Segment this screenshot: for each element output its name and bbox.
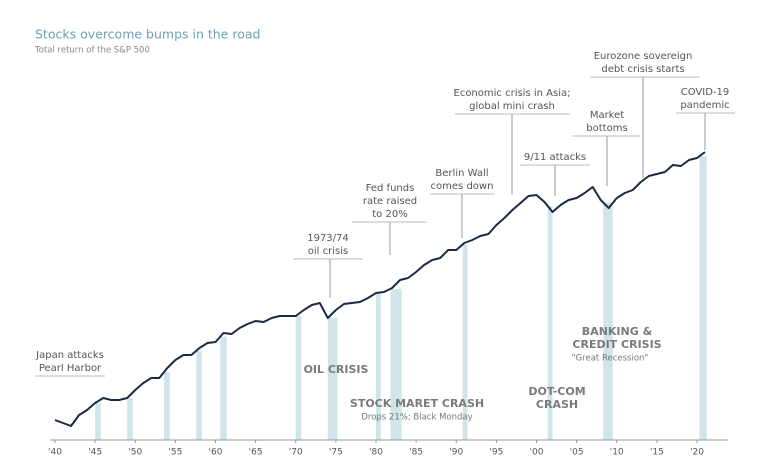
annotation-text: Fed funds (366, 183, 415, 194)
x-tick-label: '60 (209, 448, 223, 458)
x-tick-label: '40 (48, 448, 62, 458)
highlight-band (95, 403, 101, 440)
annotation-text: 1973/74 (307, 233, 349, 244)
chart-title: Stocks overcome bumps in the road (35, 27, 260, 42)
annotation-text: COVID-19 (681, 87, 730, 98)
highlight-band (390, 288, 402, 440)
annotation-text: Economic crisis in Asia; (454, 88, 571, 99)
highlight-band (164, 372, 170, 440)
annotation-text: Market (590, 110, 624, 121)
annotation-text: Japan attacks (35, 350, 104, 361)
x-tick-label: '00 (530, 448, 544, 458)
highlight-band (547, 206, 553, 440)
x-tick-label: '75 (329, 448, 343, 458)
event-label: CRASH (536, 398, 578, 411)
annotation-text: to 20% (372, 209, 407, 220)
annotation-text: global mini crash (469, 101, 555, 112)
annotation-text: comes down (431, 181, 494, 192)
x-tick-label: '55 (168, 448, 182, 458)
x-tick-label: '50 (128, 448, 142, 458)
annotation-text: 9/11 attacks (524, 152, 586, 163)
x-tick-label: '10 (610, 448, 624, 458)
annotation-text: debt crisis starts (601, 64, 684, 75)
x-tick-label: '90 (449, 448, 463, 458)
x-tick-label: '85 (409, 448, 423, 458)
highlight-band (327, 318, 338, 440)
annotation-text: bottoms (586, 123, 627, 134)
x-tick-label: '70 (289, 448, 303, 458)
event-label: BANKING & (582, 325, 653, 338)
x-tick-label: '80 (369, 448, 383, 458)
highlight-band (699, 156, 707, 440)
event-note: "Great Recession" (572, 354, 649, 364)
chart-subtitle: Total return of the S&P 500 (34, 46, 150, 56)
event-label: STOCK MARET CRASH (350, 397, 484, 410)
highlight-band (295, 316, 302, 440)
annotation-text: oil crisis (308, 246, 348, 257)
event-label: OIL CRISIS (304, 363, 369, 376)
annotation-text: Berlin Wall (435, 168, 488, 179)
highlight-band (603, 202, 613, 440)
series-line (54, 151, 706, 427)
x-tick-label: '20 (690, 448, 704, 458)
highlight-band (462, 244, 468, 440)
x-tick-label: '45 (88, 448, 102, 458)
highlight-band (376, 293, 381, 440)
annotation-text: Pearl Harbor (39, 363, 102, 374)
event-label: DOT-COM (528, 385, 585, 398)
x-tick-label: '65 (249, 448, 263, 458)
highlight-band (196, 350, 202, 440)
annotation-text: rate raised (363, 196, 417, 207)
annotation-text: pandemic (680, 100, 729, 111)
highlight-band (220, 336, 227, 440)
x-tick-label: '95 (489, 448, 503, 458)
event-label: CREDIT CRISIS (572, 338, 661, 351)
highlight-band (127, 398, 133, 440)
event-note: Drops 21%; Black Monday (361, 413, 472, 423)
annotation-text: Eurozone sovereign (594, 51, 693, 62)
x-tick-label: '15 (650, 448, 664, 458)
x-tick-label: '05 (570, 448, 584, 458)
